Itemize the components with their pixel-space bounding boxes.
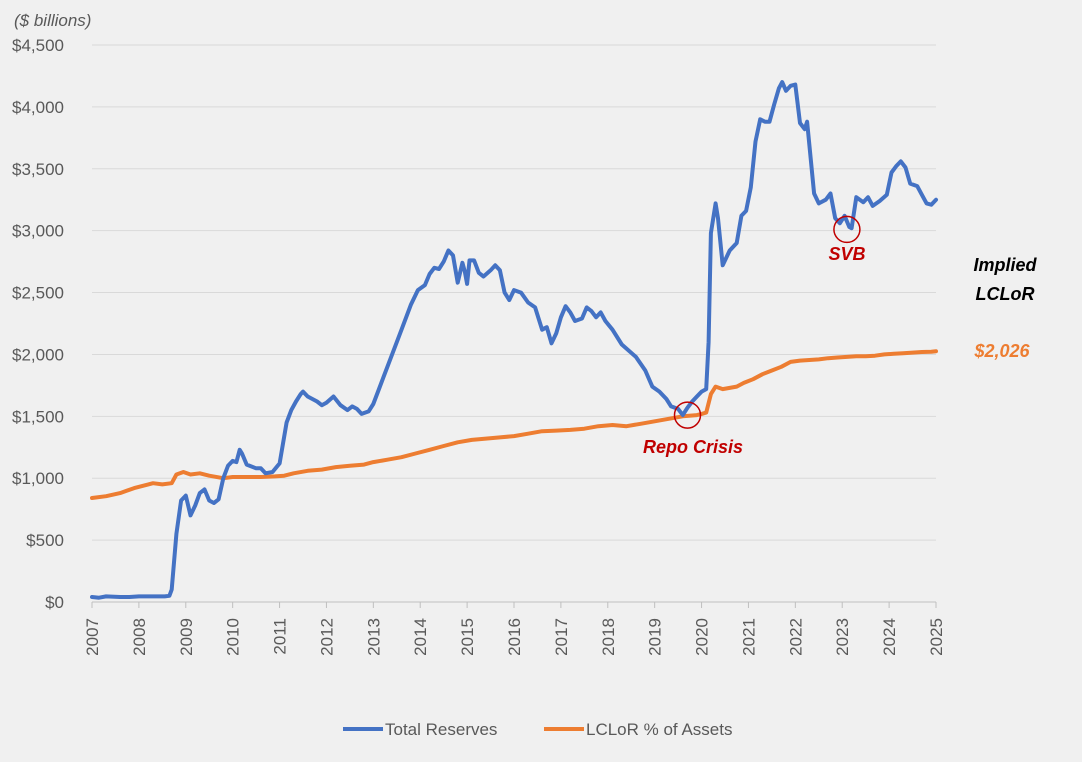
series-lines xyxy=(90,80,938,600)
y-tick-label: $3,000 xyxy=(12,222,64,241)
x-tick-label: 2007 xyxy=(83,618,102,656)
y-tick-label: $500 xyxy=(26,531,64,550)
x-tick-label: 2024 xyxy=(880,618,899,656)
y-tick-label: $2,000 xyxy=(12,345,64,364)
x-tick-label: 2009 xyxy=(177,618,196,656)
y-tick-label: $3,500 xyxy=(12,160,64,179)
y-tick-label: $2,500 xyxy=(12,284,64,303)
annotations: Repo Crisis SVB Implied LCLoR $2,026 xyxy=(643,215,1038,457)
x-tick-label: 2021 xyxy=(739,618,758,656)
x-tick-label: 2014 xyxy=(411,618,430,656)
lclor-label: LCLoR xyxy=(976,284,1035,304)
x-tick-label: 2018 xyxy=(599,618,618,656)
x-tick-label: 2017 xyxy=(552,618,571,656)
y-tick-label: $1,000 xyxy=(12,469,64,488)
x-tick-label: 2013 xyxy=(364,618,383,656)
y-tick-label: $0 xyxy=(45,593,64,612)
x-tick-label: 2011 xyxy=(271,618,290,655)
y-axis: $0 $500 $1,000 $1,500 $2,000 $2,500 $3,000 $3,5… xyxy=(12,36,64,612)
implied-label: Implied xyxy=(973,255,1037,275)
x-axis: 2007 2008 2009 2010 2011 2012 2013 2014 2015 2016… xyxy=(83,601,946,656)
repo-crisis-marker xyxy=(673,401,702,429)
lclor-value-label: $2,026 xyxy=(973,341,1030,361)
x-tick-label: 2015 xyxy=(458,618,477,656)
x-tick-label: 2012 xyxy=(317,618,336,656)
x-tick-label: 2022 xyxy=(786,618,805,656)
x-tick-label: 2008 xyxy=(130,618,149,656)
y-tick-label: $4,500 xyxy=(12,36,64,55)
unit-label: ($ billions) xyxy=(14,11,91,30)
x-tick-label: 2019 xyxy=(646,618,665,656)
x-tick-label: 2023 xyxy=(833,618,852,656)
x-tick-label: 2020 xyxy=(693,618,712,656)
x-tick-label: 2010 xyxy=(224,618,243,656)
lclor-line xyxy=(90,349,938,500)
total-reserves-line xyxy=(90,80,938,600)
svb-marker xyxy=(833,215,861,244)
legend-label-total-reserves: Total Reserves xyxy=(385,720,497,739)
x-tick-label: 2025 xyxy=(927,618,946,656)
x-tick-label: 2016 xyxy=(505,618,524,656)
y-tick-label: $4,000 xyxy=(12,98,64,117)
repo-crisis-label: Repo Crisis xyxy=(643,437,743,457)
legend-label-lclor: LCLoR % of Assets xyxy=(586,720,732,739)
legend: Total Reserves LCLoR % of Assets xyxy=(343,720,732,739)
y-tick-label: $1,500 xyxy=(12,407,64,426)
svb-label: SVB xyxy=(828,244,865,264)
